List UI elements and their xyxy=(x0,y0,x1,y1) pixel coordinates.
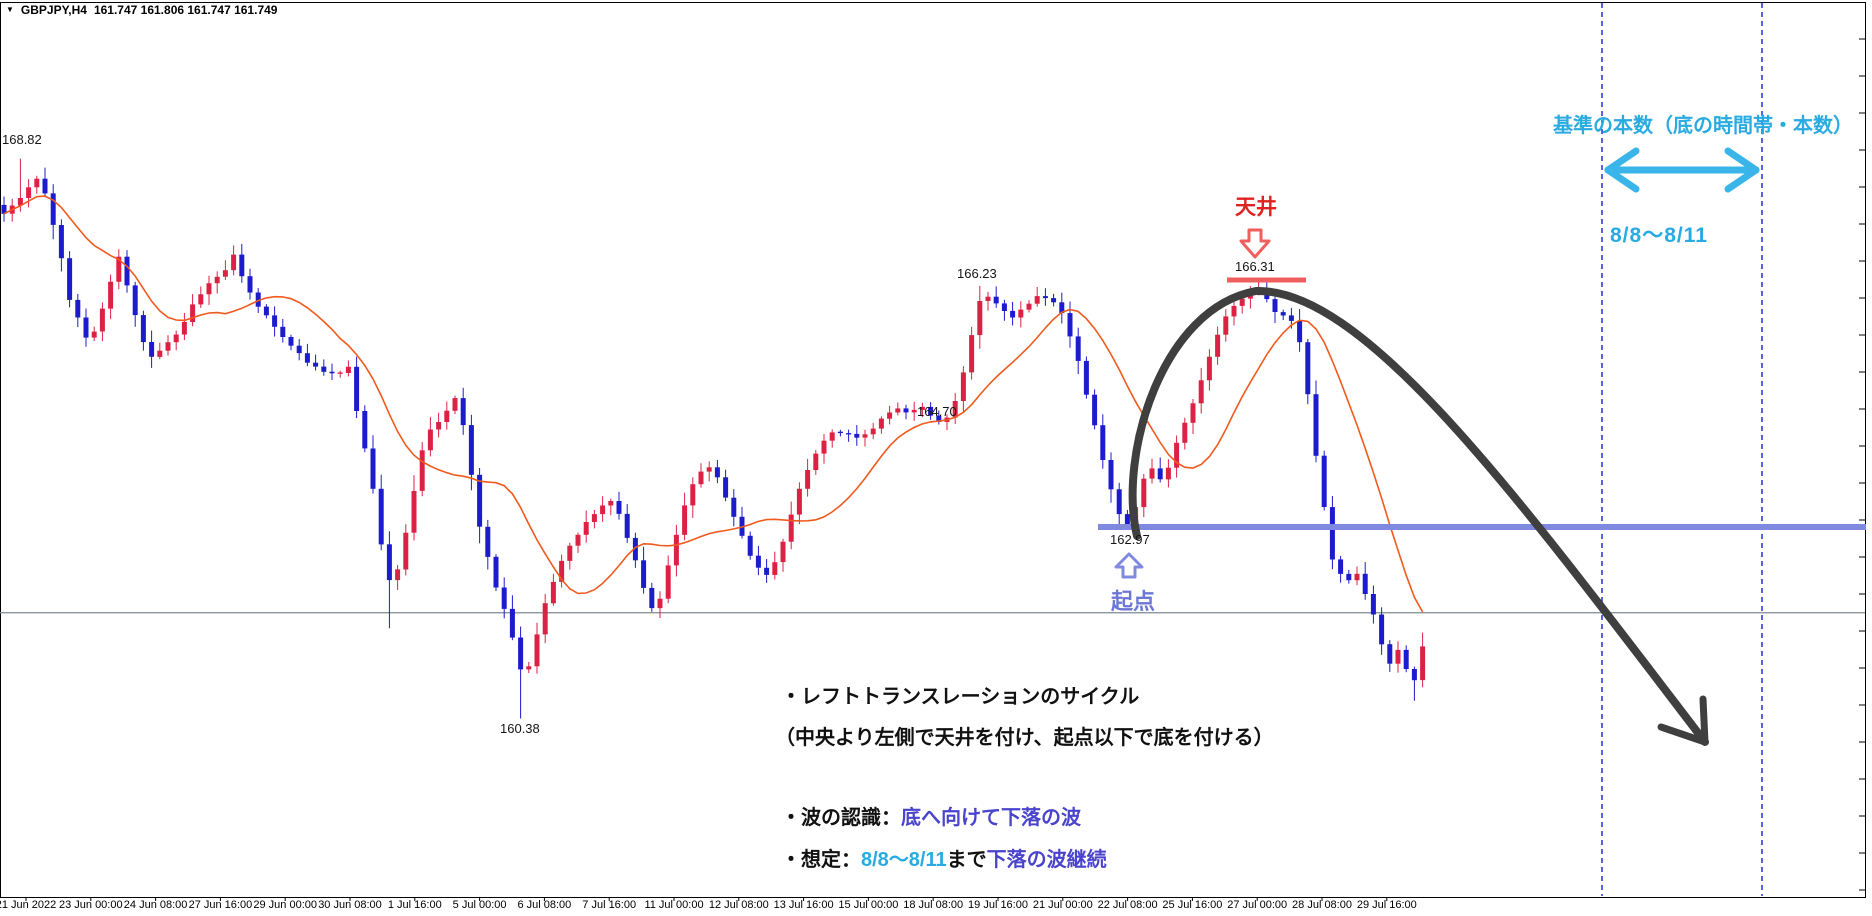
price-label: 166.23 xyxy=(957,266,997,281)
x-axis-label: 22 Jul 08:00 xyxy=(1097,899,1158,911)
range-dates-label: 8/8～8/11 xyxy=(1610,224,1708,247)
note-segment: 8/8～8/11 xyxy=(861,849,947,871)
range-double-arrow-icon[interactable] xyxy=(1604,147,1760,193)
note-segment: ・波の認識： xyxy=(781,807,901,829)
price-label: 168.82 xyxy=(2,132,42,147)
x-axis-label: 29 Jul 16:00 xyxy=(1356,899,1417,911)
note-expectation-line: ・想定：8/8～8/11まで下落の波継続 xyxy=(781,843,1107,872)
x-axis-label: 21 Jun 2022 xyxy=(0,899,57,911)
x-axis-label: 5 Jul 00:00 xyxy=(452,899,507,911)
x-axis-label: 11 Jul 00:00 xyxy=(644,899,704,911)
chevron-down-icon[interactable]: ▼ xyxy=(6,5,14,14)
time-axis: 21 Jun 2022 23 Jun 00:00 24 Jun 08:00 27 Ju… xyxy=(0,899,1872,915)
origin-up-arrow-icon[interactable] xyxy=(1114,552,1144,579)
price-label: 166.31 xyxy=(1235,259,1275,274)
note-cycle-detail-line: （中央より左側で天井を付け、起点以下で底を付ける） xyxy=(775,721,1274,750)
note-segment: （中央より左側で天井を付け、起点以下で底を付ける） xyxy=(775,727,1274,749)
symbol-timeframe-label: GBPJPY,H4 xyxy=(20,3,87,17)
x-axis-label: 1 Jul 16:00 xyxy=(387,899,442,911)
x-axis-label: 6 Jul 08:00 xyxy=(517,899,572,911)
x-axis-label: 7 Jul 16:00 xyxy=(582,899,637,911)
candles xyxy=(1,158,1426,719)
x-axis-label: 24 Jun 08:00 xyxy=(123,899,188,911)
chart-title-bar: ▼ GBPJPY,H4 161.747 161.806 161.747 161.… xyxy=(6,3,277,17)
x-axis-label: 27 Jun 16:00 xyxy=(188,899,253,911)
x-axis-label: 15 Jul 00:00 xyxy=(838,899,899,911)
chart-frame xyxy=(0,2,1866,901)
x-axis-label: 18 Jul 08:00 xyxy=(903,899,964,911)
x-axis-label: 29 Jun 00:00 xyxy=(253,899,317,911)
x-axis-label: 21 Jul 00:00 xyxy=(1032,899,1093,911)
moving-average-line xyxy=(3,195,1424,613)
top-down-arrow-icon[interactable] xyxy=(1239,228,1271,259)
price-label: 160.38 xyxy=(500,721,540,736)
note-segment: 下落の波継続 xyxy=(986,849,1107,871)
origin-annotation-label: 起点 xyxy=(1110,589,1156,614)
price-label: 164.70 xyxy=(917,404,957,419)
note-segment: 底へ向けて下落の波 xyxy=(901,807,1081,829)
range-title-label: 基準の本数（底の時間帯・本数） xyxy=(1553,115,1853,137)
x-axis-label: 12 Jul 08:00 xyxy=(708,899,769,911)
note-wave-recognition-line: ・波の認識：底へ向けて下落の波 xyxy=(781,801,1081,830)
note-segment: ・レフトトランスレーションのサイクル xyxy=(781,686,1140,708)
quote-values-label: 161.747 161.806 161.747 161.749 xyxy=(93,3,278,17)
note-segment: まで xyxy=(946,849,987,871)
cycle-curve-arrow[interactable] xyxy=(1128,286,1709,746)
note-segment: ・想定： xyxy=(781,849,861,871)
x-axis-label: 23 Jun 00:00 xyxy=(58,899,123,911)
x-axis-label: 28 Jul 08:00 xyxy=(1292,899,1352,911)
x-axis-label: 19 Jul 16:00 xyxy=(968,899,1028,911)
x-axis-label: 25 Jul 16:00 xyxy=(1162,899,1223,911)
price-label: 162.97 xyxy=(1110,532,1150,547)
x-axis-label: 30 Jun 08:00 xyxy=(318,899,382,911)
x-axis-label: 13 Jul 16:00 xyxy=(773,899,834,911)
x-axis-label: 27 Jul 00:00 xyxy=(1227,899,1288,911)
note-cycle-line: ・レフトトランスレーションのサイクル xyxy=(781,680,1139,709)
top-annotation-label: 天井 xyxy=(1235,196,1277,219)
